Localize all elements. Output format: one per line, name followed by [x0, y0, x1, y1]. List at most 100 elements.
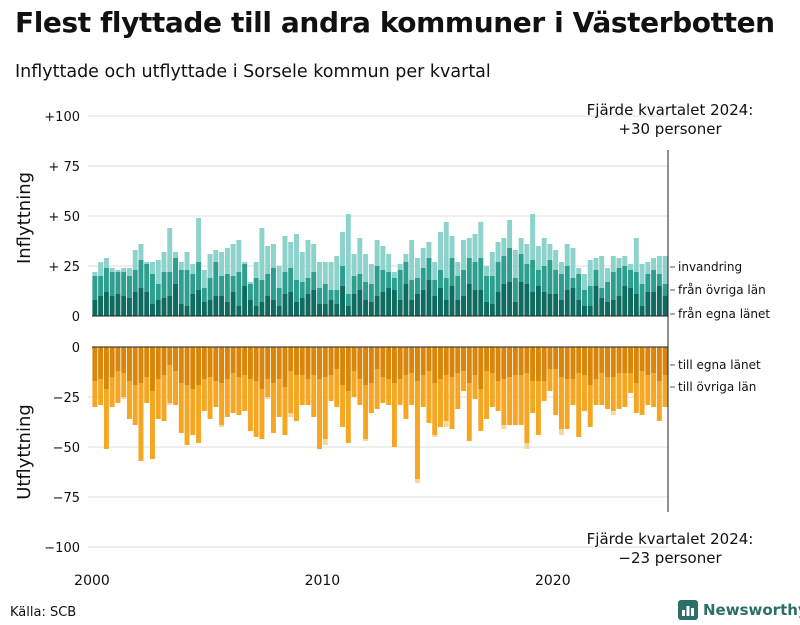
bar-out-0: [628, 347, 634, 373]
legend-till-egna-lanet: till egna länet: [678, 358, 761, 372]
newsworthy-logo-icon: [678, 600, 698, 620]
bar-in-2: [115, 270, 121, 272]
bar-out-1: [138, 383, 144, 461]
bar-in-1: [311, 272, 317, 290]
bar-out-1: [276, 379, 282, 417]
bar-in-0: [628, 288, 634, 316]
bar-in-2: [651, 258, 657, 270]
bar-in-1: [599, 288, 605, 298]
bar-out-0: [132, 347, 138, 385]
bar-out-2: [219, 425, 225, 427]
bar-in-0: [656, 286, 662, 316]
bar-out-0: [259, 347, 265, 389]
newsworthy-brand[interactable]: Newsworthy: [678, 600, 800, 620]
bar-in-2: [109, 268, 115, 272]
bar-in-2: [489, 252, 495, 276]
bar-in-0: [461, 296, 466, 316]
y-axis-label-top: Inflyttning: [14, 172, 35, 264]
bar-out-0: [236, 347, 242, 377]
bar-in-1: [219, 276, 225, 296]
bar-out-2: [610, 411, 616, 415]
bar-out-2: [265, 397, 271, 399]
y-tick-label: + 75: [48, 160, 80, 175]
bar-in-0: [662, 296, 668, 316]
bar-out-0: [507, 347, 513, 377]
bar-in-0: [558, 300, 564, 316]
bar-out-0: [247, 347, 253, 379]
bar-in-2: [645, 262, 651, 274]
bar-in-1: [478, 258, 484, 290]
bar-out-1: [472, 375, 478, 399]
bar-in-0: [466, 284, 472, 316]
bar-in-1: [616, 268, 622, 296]
bar-in-2: [593, 258, 599, 270]
bar-out-0: [305, 347, 311, 379]
bar-in-0: [420, 290, 426, 316]
bar-out-1: [656, 381, 662, 421]
bar-in-2: [391, 272, 397, 278]
bar-out-2: [501, 425, 507, 429]
bar-out-0: [213, 347, 219, 381]
bar-in-2: [265, 246, 271, 274]
bar-out-0: [518, 347, 524, 375]
bar-in-2: [132, 250, 138, 270]
chart-subtitle: Inflyttade och utflyttade i Sorsele komm…: [15, 62, 491, 82]
bar-in-0: [409, 300, 415, 316]
bar-out-1: [541, 381, 547, 401]
bar-out-1: [587, 385, 593, 427]
bar-in-1: [409, 280, 415, 300]
bar-in-2: [334, 256, 340, 290]
bar-out-0: [299, 347, 305, 375]
y-tick-label: −100: [44, 541, 80, 556]
bar-in-2: [570, 248, 576, 278]
bar-out-1: [622, 373, 628, 407]
bar-in-1: [288, 268, 294, 292]
bar-out-0: [455, 347, 461, 373]
bar-in-0: [368, 302, 374, 316]
bar-in-2: [155, 260, 161, 284]
bar-out-1: [368, 383, 374, 413]
bar-out-1: [409, 373, 415, 405]
bar-out-0: [564, 347, 570, 379]
bar-out-0: [230, 347, 236, 373]
bar-in-1: [449, 258, 455, 286]
bar-out-1: [386, 379, 392, 405]
bar-in-1: [564, 266, 570, 290]
y-tick-label: +100: [44, 110, 80, 125]
bar-in-0: [144, 292, 150, 316]
bar-in-2: [288, 242, 294, 268]
bar-out-1: [420, 375, 426, 407]
bar-in-2: [432, 262, 438, 280]
bar-out-1: [518, 375, 524, 425]
bar-in-1: [420, 268, 426, 290]
bar-in-1: [357, 274, 363, 290]
bar-in-2: [541, 238, 547, 266]
annotation-bottom-line1: Fjärde kvartalet 2024:: [587, 530, 754, 548]
legend-fran-egna-lanet: från egna länet: [678, 307, 770, 321]
bar-out-1: [553, 369, 559, 415]
bar-out-0: [478, 347, 484, 389]
bar-out-1: [259, 389, 265, 439]
bar-in-2: [173, 252, 178, 258]
bar-out-0: [426, 347, 432, 371]
bar-out-0: [328, 347, 334, 375]
bar-in-1: [138, 260, 144, 288]
bar-out-2: [524, 443, 530, 449]
x-tick-label: 2010: [305, 573, 341, 589]
bar-out-1: [535, 381, 541, 435]
bar-in-1: [558, 274, 564, 300]
bar-out-2: [443, 421, 449, 427]
bar-in-2: [622, 256, 628, 266]
bar-in-1: [461, 270, 466, 296]
bar-in-1: [144, 264, 150, 292]
bar-in-0: [432, 296, 438, 316]
bar-in-0: [605, 302, 610, 316]
bar-in-0: [414, 294, 420, 316]
bar-in-2: [328, 262, 334, 290]
bar-in-1: [426, 258, 432, 280]
bar-out-2: [167, 403, 173, 405]
bar-out-1: [178, 383, 184, 433]
bar-in-0: [224, 302, 230, 316]
bar-out-1: [294, 375, 299, 421]
bar-in-0: [616, 296, 622, 316]
